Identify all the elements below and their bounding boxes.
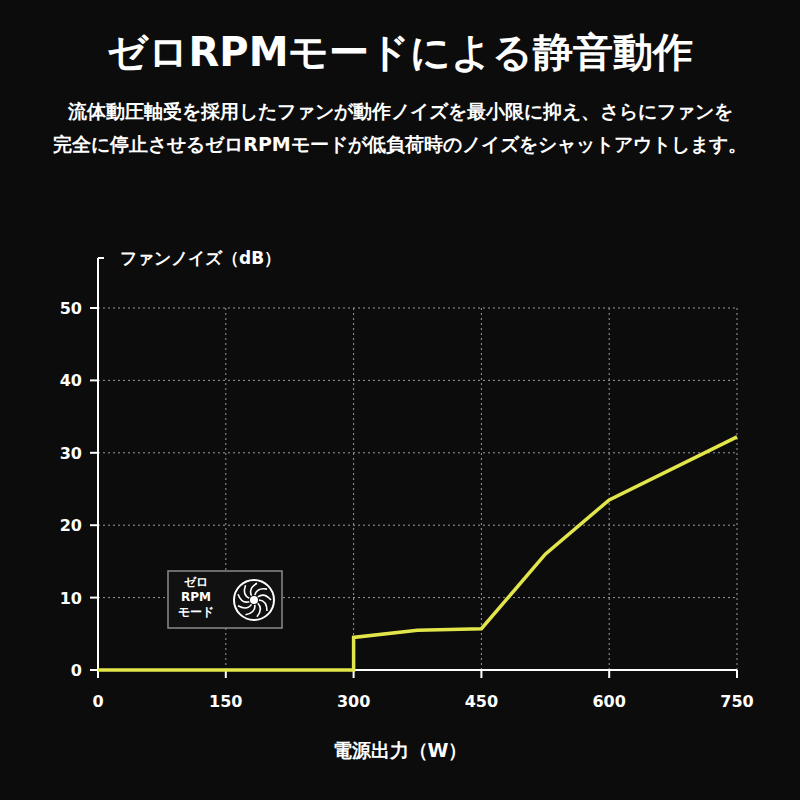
y-tick-label: 40	[60, 371, 82, 390]
y-tick-label: 0	[71, 661, 82, 680]
grid-line-x	[481, 308, 482, 670]
x-axis-label: 電源出力（W）	[333, 739, 468, 761]
fan-icon-hub	[250, 596, 258, 604]
x-tick	[608, 670, 610, 678]
grid-line-x	[609, 308, 610, 670]
page: {"chart_data": { "type": "line", "title"…	[0, 0, 800, 800]
title: ゼロRPMモードによる静音動作	[107, 29, 694, 75]
y-tick	[90, 669, 98, 671]
subtitle: 流体動圧軸受を採用したファンが動作ノイズを最小限に抑え、さらにファンを	[67, 100, 733, 122]
chart: ゼロRPMモードによる静音動作流体動圧軸受を採用したファンが動作ノイズを最小限に…	[0, 0, 800, 800]
annotation-text: ゼロ	[184, 575, 208, 589]
annotation-box	[168, 571, 282, 628]
x-tick-label: 300	[337, 692, 370, 711]
y-tick-label: 20	[60, 516, 82, 535]
annotation-text: RPM	[181, 590, 211, 604]
fan-icon-blade	[258, 595, 271, 600]
x-tick-label: 150	[209, 692, 242, 711]
plot-area	[98, 437, 737, 670]
y-axis-cap	[98, 257, 104, 259]
annotation: ゼロRPMモード	[168, 571, 282, 628]
background	[0, 0, 800, 800]
x-tick-label: 750	[720, 692, 753, 711]
x-tick	[480, 670, 482, 678]
grid-line-y	[98, 380, 737, 381]
y-tick-label: 50	[60, 299, 82, 318]
x-tick-label: 0	[92, 692, 103, 711]
fan-icon-blade	[238, 604, 251, 608]
fan-icon-blade	[244, 585, 249, 598]
data-line	[98, 437, 737, 670]
x-tick	[736, 670, 738, 678]
grid-line-y	[98, 525, 737, 526]
grid-line-x	[353, 308, 354, 670]
y-tick	[90, 597, 98, 599]
fan-icon-blade	[255, 589, 267, 595]
grid-line-y	[98, 308, 737, 309]
x-tick-label: 600	[592, 692, 625, 711]
y-tick	[90, 524, 98, 526]
y-tick-label: 10	[60, 589, 82, 608]
y-tick	[90, 452, 98, 454]
x-tick-label: 450	[465, 692, 498, 711]
y-axis	[97, 258, 99, 670]
y-axis-label: ファンノイズ（dB）	[120, 248, 281, 268]
grid-line-x	[737, 308, 738, 670]
y-tick	[90, 379, 98, 381]
grid-line-y	[98, 452, 737, 453]
annotation-text: モード	[178, 605, 214, 619]
subtitle: 完全に停止させるゼロRPMモードが低負荷時のノイズをシャットアウトします。	[53, 133, 746, 155]
fan-icon-blade	[257, 603, 261, 617]
y-tick	[90, 307, 98, 309]
y-tick-label: 30	[60, 444, 82, 463]
fan-icon-ring	[234, 580, 274, 620]
